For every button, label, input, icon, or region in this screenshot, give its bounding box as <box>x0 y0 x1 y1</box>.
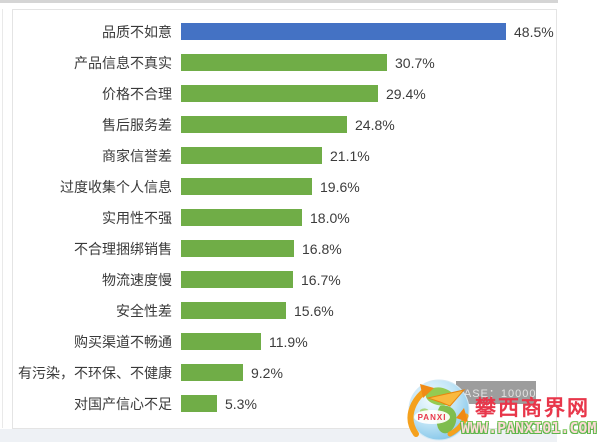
category-label: 商家信誉差 <box>102 147 172 164</box>
bar-area: 16.7% <box>181 264 556 295</box>
chart-row: 产品信息不真实 30.7% <box>13 47 556 78</box>
chart-row: 品质不如意 48.5% <box>13 16 556 47</box>
category-label: 价格不合理 <box>102 85 172 102</box>
value-label: 18.0% <box>310 209 350 226</box>
bar <box>181 23 506 40</box>
chart-row: 对国产信心不足 5.3% <box>13 388 556 419</box>
bar <box>181 54 387 71</box>
value-label: 21.1% <box>330 147 370 164</box>
category-label: 物流速度慢 <box>102 271 172 288</box>
bar-area: 19.6% <box>181 171 556 202</box>
value-label: 48.5% <box>514 23 554 40</box>
value-label: 16.8% <box>302 240 342 257</box>
category-label: 不合理捆绑销售 <box>74 240 172 257</box>
value-label: 24.8% <box>355 116 395 133</box>
value-label: 30.7% <box>395 54 435 71</box>
bar <box>181 240 294 257</box>
bar-area: 30.7% <box>181 47 556 78</box>
chart-row: 安全性差 15.6% <box>13 295 556 326</box>
bar <box>181 364 243 381</box>
category-label: 有污染，不环保、不健康 <box>18 364 172 381</box>
category-label: 实用性不强 <box>102 209 172 226</box>
value-label: 9.2% <box>251 364 283 381</box>
bar-area: 11.9% <box>181 326 556 357</box>
watermark-site-name: 攀西商界网 <box>475 397 590 420</box>
chart-row: 购买渠道不畅通 11.9% <box>13 326 556 357</box>
bar <box>181 178 312 195</box>
bar-area: 16.8% <box>181 233 556 264</box>
value-label: 5.3% <box>225 395 257 412</box>
value-label: 15.6% <box>294 302 334 319</box>
bar-chart-panel: 品质不如意 48.5% 产品信息不真实 30.7% 价格不合理 29.4% 售后服务差 24.… <box>12 9 557 429</box>
chart-row: 物流速度慢 16.7% <box>13 264 556 295</box>
bar <box>181 395 217 412</box>
watermark-site-url: WWW.PANXI01.COM <box>461 419 597 437</box>
bar <box>181 302 286 319</box>
chart-row: 不合理捆绑销售 16.8% <box>13 233 556 264</box>
bar-area: 15.6% <box>181 295 556 326</box>
bar <box>181 116 347 133</box>
chart-row: 有污染，不环保、不健康 9.2% <box>13 357 556 388</box>
category-label: 过度收集个人信息 <box>60 178 172 195</box>
category-label: 产品信息不真实 <box>74 54 172 71</box>
bar <box>181 147 322 164</box>
sample-base-label: BASE：10000 <box>455 387 537 400</box>
value-label: 16.7% <box>301 271 341 288</box>
bar <box>181 85 378 102</box>
chart-row: 商家信誉差 21.1% <box>13 140 556 171</box>
bar-area: 48.5% <box>181 16 556 47</box>
bar <box>181 209 302 226</box>
category-label: 购买渠道不畅通 <box>74 333 172 350</box>
top-divider-strip <box>0 0 558 3</box>
value-label: 29.4% <box>386 85 426 102</box>
bar-area: 29.4% <box>181 78 556 109</box>
bar <box>181 333 261 350</box>
bar-area: 24.8% <box>181 109 556 140</box>
bar-area: 9.2% <box>181 357 556 388</box>
chart-row: 售后服务差 24.8% <box>13 109 556 140</box>
sample-base-badge: BASE：10000 <box>456 381 536 404</box>
svg-text:PANXI: PANXI <box>418 413 447 422</box>
category-label: 对国产信心不足 <box>74 395 172 412</box>
outer-left-border <box>2 9 3 428</box>
value-label: 11.9% <box>269 333 308 350</box>
bar-area: 18.0% <box>181 202 556 233</box>
chart-row: 价格不合理 29.4% <box>13 78 556 109</box>
value-label: 19.6% <box>320 178 360 195</box>
bar <box>181 271 293 288</box>
panxi-globe-logo-icon: PANXI <box>407 379 470 441</box>
category-label: 安全性差 <box>116 302 172 319</box>
category-label: 售后服务差 <box>102 116 172 133</box>
bar-chart-rows: 品质不如意 48.5% 产品信息不真实 30.7% 价格不合理 29.4% 售后服务差 24.… <box>13 10 556 419</box>
bar-area: 21.1% <box>181 140 556 171</box>
category-label: 品质不如意 <box>102 23 172 40</box>
chart-row: 实用性不强 18.0% <box>13 202 556 233</box>
bar-area: 5.3% <box>181 388 556 419</box>
chart-row: 过度收集个人信息 19.6% <box>13 171 556 202</box>
